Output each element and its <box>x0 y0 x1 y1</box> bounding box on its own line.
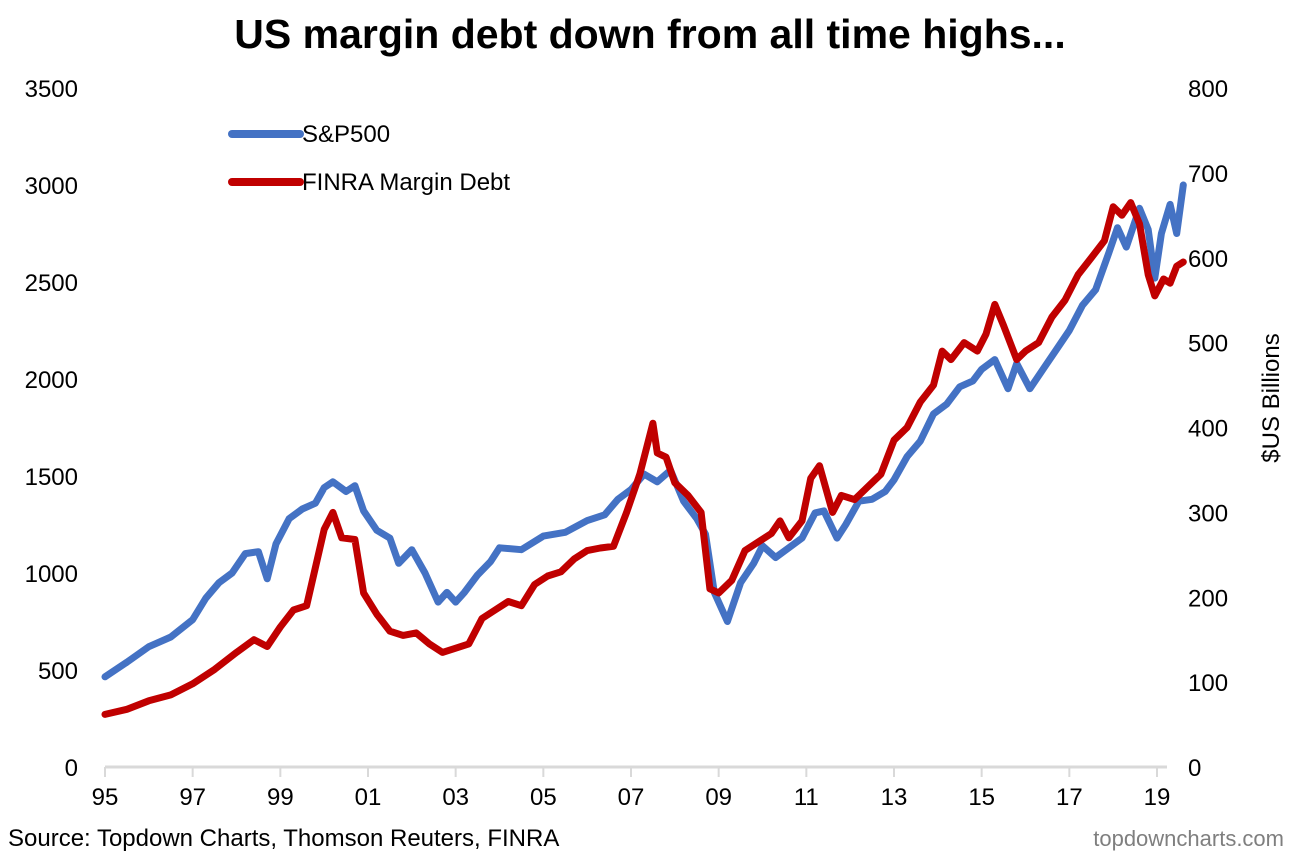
right-tick-label: 800 <box>1188 76 1228 103</box>
left-tick-label: 0 <box>65 755 78 782</box>
right-axis-ticks: 0 100 200 300 400 500 600 700 800 <box>1188 76 1228 782</box>
left-tick-label: 3000 <box>25 173 78 200</box>
x-tick-label: 13 <box>881 784 908 811</box>
right-tick-label: 400 <box>1188 416 1228 443</box>
source-note: Source: Topdown Charts, Thomson Reuters,… <box>8 825 559 852</box>
right-axis-title: $US Billions <box>1258 333 1285 462</box>
left-tick-label: 2000 <box>25 367 78 394</box>
x-tick-label: 15 <box>968 784 995 811</box>
series-margin-debt <box>101 199 1187 718</box>
x-tick-label: 09 <box>705 784 732 811</box>
x-tick-label: 97 <box>179 784 206 811</box>
right-tick-label: 300 <box>1188 500 1228 527</box>
left-tick-label: 1000 <box>25 561 78 588</box>
left-axis-ticks: 0 500 1000 1500 2000 2500 3000 3500 <box>25 76 78 782</box>
left-tick-label: 2500 <box>25 270 78 297</box>
x-tick-label: 99 <box>267 784 294 811</box>
x-axis-ticks: 95 97 99 01 03 05 07 09 11 13 15 17 19 <box>92 767 1171 811</box>
x-tick-label: 17 <box>1056 784 1083 811</box>
right-tick-label: 100 <box>1188 670 1228 697</box>
left-tick-label: 3500 <box>25 76 78 103</box>
right-tick-label: 0 <box>1188 755 1201 782</box>
series-line-sp500 <box>101 181 1187 681</box>
right-tick-label: 500 <box>1188 331 1228 358</box>
x-tick-label: 07 <box>618 784 645 811</box>
chart-title: US margin debt down from all time highs.… <box>234 11 1065 57</box>
x-tick-label: 19 <box>1144 784 1171 811</box>
legend-label-margin-debt: FINRA Margin Debt <box>302 169 510 196</box>
series-sp500 <box>101 181 1187 681</box>
legend: S&P500 FINRA Margin Debt <box>228 121 510 196</box>
left-tick-label: 500 <box>38 658 78 685</box>
series-layer <box>101 181 1187 718</box>
right-tick-label: 700 <box>1188 161 1228 188</box>
right-tick-label: 600 <box>1188 246 1228 273</box>
x-tick-label: 01 <box>355 784 382 811</box>
watermark: topdowncharts.com <box>1093 826 1284 851</box>
left-tick-label: 1500 <box>25 464 78 491</box>
x-tick-label: 95 <box>92 784 119 811</box>
x-tick-label: 05 <box>530 784 557 811</box>
right-tick-label: 200 <box>1188 585 1228 612</box>
legend-item-sp500: S&P500 <box>228 121 390 148</box>
legend-item-margin-debt: FINRA Margin Debt <box>228 169 510 196</box>
x-tick-label: 03 <box>442 784 469 811</box>
legend-label-sp500: S&P500 <box>302 121 390 148</box>
x-tick-label: 11 <box>794 784 819 811</box>
series-line-margin-debt <box>101 199 1187 718</box>
